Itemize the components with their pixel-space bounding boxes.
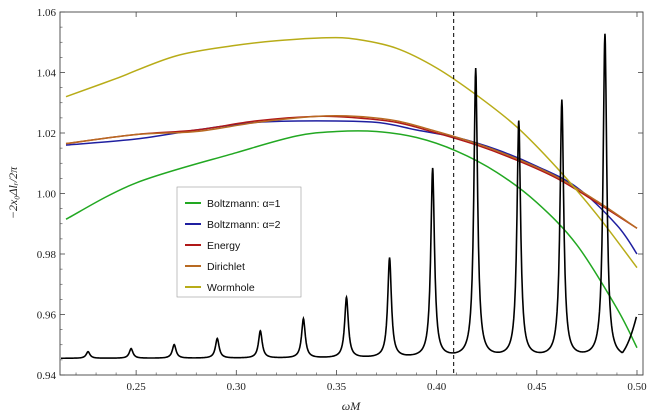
x-axis-title: ωM <box>342 399 361 413</box>
legend-label-4: Dirichlet <box>207 261 245 273</box>
legend: Boltzmann: α=1 Boltzmann: α=2 Energy Dirich… <box>176 186 302 298</box>
legend-label-2: Boltzmann: α=2 <box>207 219 281 231</box>
y-tick-label: 0.94 <box>37 370 57 382</box>
y-tick-label: 1.02 <box>37 128 56 140</box>
series-line-5 <box>65 36 638 269</box>
x-tick-label: 0.35 <box>327 381 347 393</box>
y-axis-title: −2x₀Δlᵣ/2π <box>6 166 20 219</box>
resonance-line <box>61 33 638 360</box>
series-line-4 <box>65 114 638 229</box>
y-tick-label: 1.00 <box>37 189 57 201</box>
series-line-3 <box>65 115 638 229</box>
x-tick-label: 0.30 <box>227 381 247 393</box>
x-tick-label: 0.45 <box>527 381 547 393</box>
legend-label-1: Boltzmann: α=1 <box>207 198 281 210</box>
axis-ticks: 0.25 0.30 0.35 0.40 0.45 0.50 0.94 0.96 0.98 1.00… <box>37 7 647 393</box>
y-tick-label: 1.06 <box>37 7 57 19</box>
x-tick-label: 0.50 <box>627 381 647 393</box>
y-tick-label: 0.96 <box>37 310 57 322</box>
x-tick-label: 0.25 <box>127 381 147 393</box>
x-tick-label: 0.40 <box>427 381 447 393</box>
legend-label-3: Energy <box>207 240 241 252</box>
y-tick-label: 1.04 <box>37 68 57 80</box>
series-line-1 <box>65 130 638 349</box>
resonance-layer <box>61 33 638 360</box>
y-tick-label: 0.98 <box>37 249 57 261</box>
legend-label-5: Wormhole <box>207 282 255 294</box>
series-line-2 <box>65 120 638 255</box>
series-layer <box>65 36 638 349</box>
legend-box <box>176 186 302 298</box>
